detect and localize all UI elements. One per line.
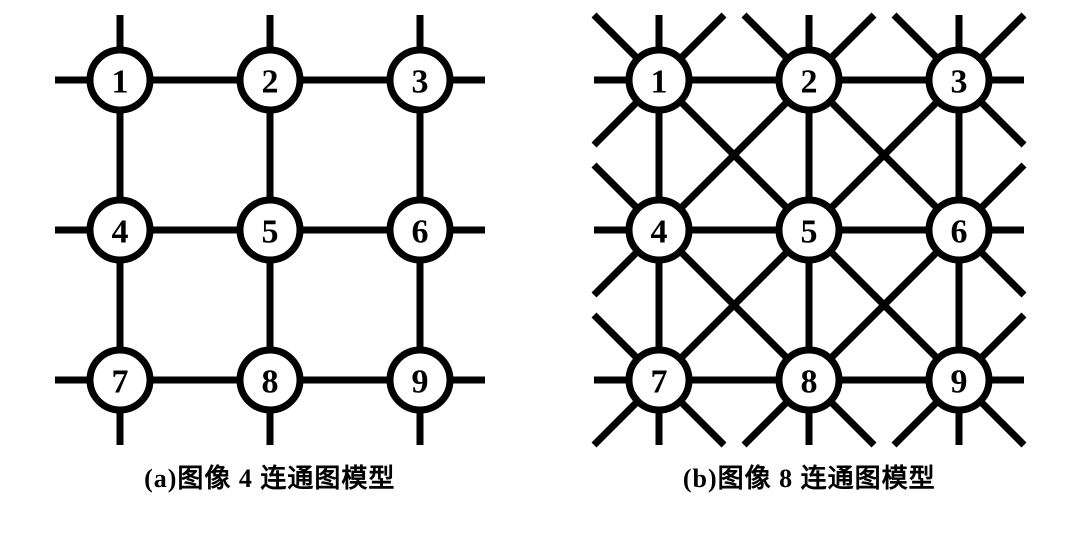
graph-node: 3 xyxy=(390,50,450,110)
graph-node: 1 xyxy=(629,50,689,110)
graph-node: 3 xyxy=(929,50,989,110)
graph-node: 5 xyxy=(779,200,839,260)
svg-text:5: 5 xyxy=(801,214,818,251)
svg-text:5: 5 xyxy=(261,214,278,251)
svg-text:4: 4 xyxy=(111,214,128,251)
svg-text:8: 8 xyxy=(261,364,278,401)
graph-node: 2 xyxy=(779,50,839,110)
svg-text:1: 1 xyxy=(111,64,128,101)
graph-node: 7 xyxy=(629,350,689,410)
svg-text:3: 3 xyxy=(951,64,968,101)
svg-text:6: 6 xyxy=(411,214,428,251)
figure-container: 1 2 3 4 5 6 7 8 9 (a)图像 4 连通图模型 1 2 3 4 5 6 7 8 9 (b)图像 … xyxy=(0,0,1079,495)
panel-a: 1 2 3 4 5 6 7 8 9 (a)图像 4 连通图模型 xyxy=(50,10,490,495)
caption-a: (a)图像 4 连通图模型 xyxy=(144,458,395,495)
svg-text:4: 4 xyxy=(651,214,668,251)
svg-text:1: 1 xyxy=(651,64,668,101)
graph-node: 4 xyxy=(90,200,150,260)
graph-node: 6 xyxy=(390,200,450,260)
svg-text:7: 7 xyxy=(651,364,668,401)
graph-node: 7 xyxy=(90,350,150,410)
svg-text:6: 6 xyxy=(951,214,968,251)
graph-8-connected: 1 2 3 4 5 6 7 8 9 xyxy=(589,10,1029,450)
graph-4-connected: 1 2 3 4 5 6 7 8 9 xyxy=(50,10,490,450)
svg-text:8: 8 xyxy=(801,364,818,401)
graph-node: 8 xyxy=(779,350,839,410)
graph-node: 9 xyxy=(929,350,989,410)
graph-node: 5 xyxy=(240,200,300,260)
graph-node: 2 xyxy=(240,50,300,110)
svg-text:2: 2 xyxy=(261,64,278,101)
svg-text:9: 9 xyxy=(411,364,428,401)
svg-text:9: 9 xyxy=(951,364,968,401)
graph-node: 8 xyxy=(240,350,300,410)
graph-node: 9 xyxy=(390,350,450,410)
panel-b: 1 2 3 4 5 6 7 8 9 (b)图像 8 连通图模型 xyxy=(589,10,1029,495)
caption-b: (b)图像 8 连通图模型 xyxy=(683,458,936,495)
graph-node: 4 xyxy=(629,200,689,260)
svg-text:3: 3 xyxy=(411,64,428,101)
svg-text:7: 7 xyxy=(111,364,128,401)
graph-node: 1 xyxy=(90,50,150,110)
svg-text:2: 2 xyxy=(801,64,818,101)
graph-node: 6 xyxy=(929,200,989,260)
